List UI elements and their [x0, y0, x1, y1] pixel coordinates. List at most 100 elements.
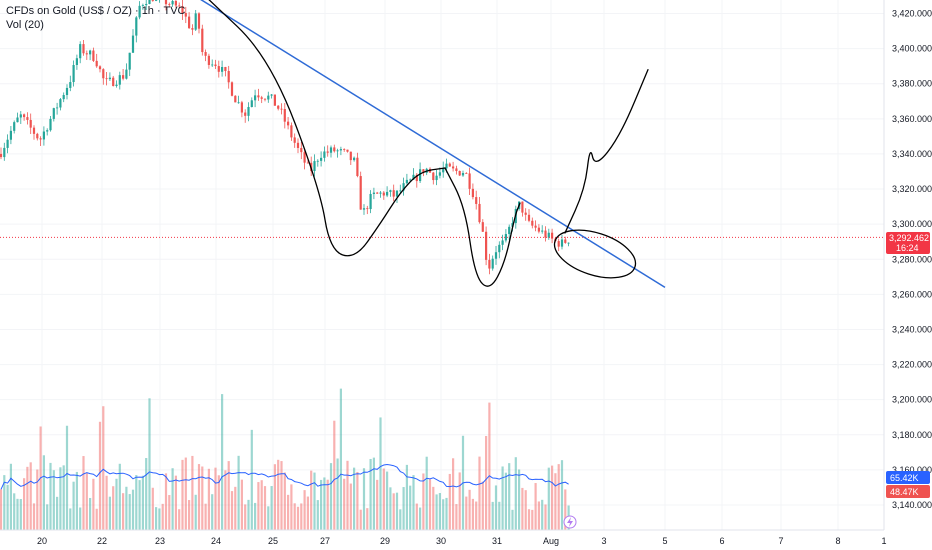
candle-body	[419, 169, 422, 182]
hand-drawn-annotations[interactable]	[205, 0, 649, 287]
volume-bar	[115, 478, 118, 530]
time-axis[interactable]: 20 22 23 24 25 27 29 30 31 Aug 3 5 6 7 8 1	[37, 536, 887, 546]
volume-bar	[511, 509, 514, 530]
volume-bar	[290, 484, 293, 530]
volume-bar	[26, 466, 29, 530]
volume-bar	[108, 496, 111, 530]
drawing-arrow[interactable]	[564, 69, 649, 234]
volume-bar	[524, 490, 527, 530]
volume-bar	[98, 421, 102, 530]
volume-bar	[131, 489, 135, 530]
volume-bar	[82, 456, 85, 530]
candle-body	[362, 208, 366, 210]
time-tick-label: 23	[155, 536, 165, 546]
time-tick-label: 5	[662, 536, 667, 546]
lightning-icon[interactable]	[563, 515, 577, 529]
volume-bar	[49, 462, 52, 530]
volume-bar	[46, 504, 49, 530]
volume-bar	[564, 489, 567, 530]
candle-body	[224, 66, 227, 72]
volume-bar	[155, 507, 158, 530]
volume-bar	[207, 468, 210, 530]
price-tick-label: 3,380.000	[892, 79, 932, 89]
candle-body	[128, 52, 131, 70]
candle-body	[9, 130, 12, 140]
candle-body	[151, 0, 154, 1]
volume-bar	[481, 481, 484, 530]
volume-bar	[263, 486, 267, 530]
candle-body	[323, 151, 326, 158]
volume-last-tag: 48.47K	[886, 485, 930, 498]
volume-bar	[188, 500, 191, 530]
volume-bar	[534, 483, 537, 530]
volume-bar	[19, 499, 22, 530]
time-tick-label: 7	[778, 536, 783, 546]
time-tick-label: Aug	[543, 536, 559, 546]
volume-bar	[415, 503, 418, 530]
candle-body	[541, 230, 544, 232]
volume-bar	[221, 394, 224, 530]
volume-bar	[296, 506, 300, 530]
volume-bar	[277, 459, 280, 530]
volume-bar	[448, 473, 451, 530]
time-tick-label: 22	[97, 536, 107, 546]
candle-body	[468, 173, 471, 189]
volume-bar	[42, 455, 45, 530]
candle-body	[395, 190, 399, 197]
candle-body	[65, 87, 69, 96]
candle-body	[498, 244, 501, 253]
candle-body	[475, 197, 478, 204]
candle-body	[62, 95, 65, 100]
candle-body	[485, 231, 488, 260]
time-tick-label: 27	[320, 536, 330, 546]
candle-body	[82, 44, 85, 54]
trendline[interactable]	[195, 0, 666, 288]
volume-bar	[349, 483, 352, 530]
volume-bar	[184, 457, 187, 530]
volume-bar	[102, 406, 105, 530]
volume-bar	[382, 468, 385, 530]
volume-bar	[158, 508, 161, 530]
candle-body	[435, 175, 438, 181]
volume-bar	[313, 472, 316, 530]
volume-bar	[85, 472, 88, 530]
volume-bar	[151, 487, 154, 530]
candle-body	[478, 203, 481, 223]
candle-body	[240, 102, 243, 113]
price-axis[interactable]: 3,420.000 3,400.000 3,380.000 3,360.000 3,34…	[892, 9, 932, 511]
candle-body	[191, 28, 194, 30]
volume-bar	[333, 420, 336, 530]
candle-body	[131, 35, 135, 53]
volume-bar	[376, 479, 379, 530]
candle-body	[471, 188, 474, 198]
volume-bar	[343, 478, 346, 530]
candle-body	[402, 183, 405, 191]
volume-bar	[118, 463, 121, 530]
drawing-cup[interactable]	[205, 0, 446, 257]
candle-body	[178, 5, 181, 7]
candle-body	[326, 151, 329, 153]
candle-body	[386, 191, 389, 196]
price-tick-label: 3,280.000	[892, 254, 932, 264]
candle-body	[491, 258, 494, 269]
candle-body	[567, 242, 570, 244]
candle-body	[366, 208, 369, 210]
volume-bar	[494, 485, 498, 530]
candle-body	[392, 190, 395, 197]
candle-body	[19, 114, 22, 118]
candle-body	[320, 157, 323, 161]
candle-body	[527, 214, 531, 221]
candle-body	[3, 147, 6, 158]
volume-bar	[122, 493, 125, 530]
price-tick-label: 3,260.000	[892, 289, 932, 299]
drawing-oval[interactable]	[549, 221, 642, 287]
candle-body	[52, 108, 55, 119]
price-tick-label: 3,300.000	[892, 219, 932, 229]
volume-bar	[224, 470, 227, 530]
drawing-cup[interactable]	[444, 167, 521, 287]
candle-body	[46, 130, 49, 132]
volume-bar	[65, 425, 69, 530]
volume-bar	[527, 509, 531, 530]
